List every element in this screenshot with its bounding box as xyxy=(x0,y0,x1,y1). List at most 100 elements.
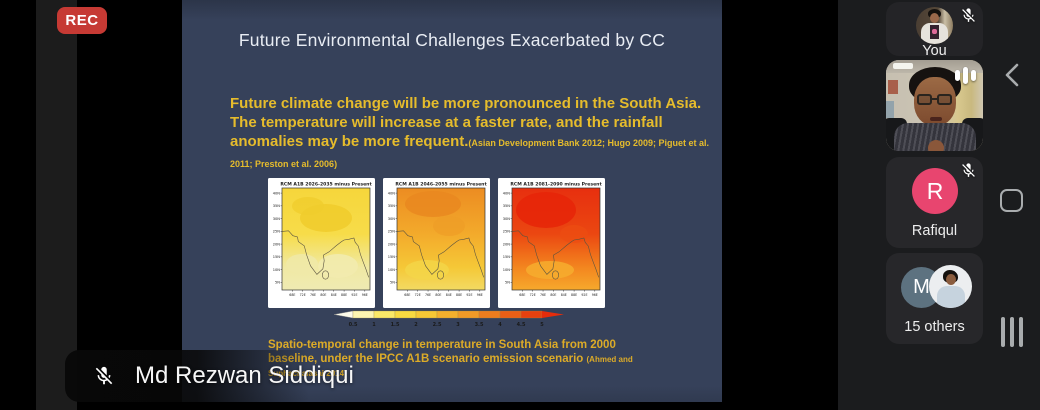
lat-tick: 25N xyxy=(388,230,396,234)
avatar-shirt-graphic xyxy=(932,29,937,34)
avatar-initial: R xyxy=(912,168,958,214)
avatar-face xyxy=(946,274,956,285)
lon-tick: 80E xyxy=(435,293,441,297)
map-title: RCM A1B 2081-2090 minus Present xyxy=(510,182,602,188)
lon-tick: 92E xyxy=(581,293,587,297)
caption-line-1: Spatio-temporal change in temperature in… xyxy=(268,339,616,351)
lat-tick: 25N xyxy=(273,230,281,234)
slide-body-main: Future climate change will be more prono… xyxy=(230,95,702,150)
colorbar-tick: 3.5 xyxy=(475,322,484,328)
lon-tick: 88E xyxy=(341,293,347,297)
colorbar-tick: 0.5 xyxy=(349,322,358,328)
climate-map-0: RCM A1B 2026-2035 minus Present 40N 35N 30N… xyxy=(268,178,375,308)
lat-tick: 30N xyxy=(273,217,281,221)
slide-body-text: Future climate change will be more prono… xyxy=(230,94,716,174)
lat-tick: 15N xyxy=(273,255,281,259)
colorbar-tick: 2.5 xyxy=(433,322,442,328)
recording-badge: REC xyxy=(57,7,107,34)
coastline xyxy=(512,230,599,278)
lat-tick: 15N xyxy=(503,255,511,259)
lon-tick: 88E xyxy=(571,293,577,297)
nav-back-button[interactable] xyxy=(1001,61,1025,89)
mic-off-icon xyxy=(962,163,975,177)
lat-tick: 5N xyxy=(505,281,510,285)
lat-tick: 10N xyxy=(503,268,511,272)
lat-tick: 40N xyxy=(503,191,511,195)
person-glasses xyxy=(917,94,932,105)
lon-tick: 96E xyxy=(362,293,368,297)
lat-tick: 35N xyxy=(388,204,396,208)
lon-tick: 72E xyxy=(415,293,421,297)
lat-tick: 40N xyxy=(273,191,281,195)
screen-share-region: Future Environmental Challenges Exacerba… xyxy=(77,0,838,410)
map-title: RCM A1B 2046-2055 minus Present xyxy=(395,182,487,188)
map-title: RCM A1B 2026-2035 minus Present xyxy=(280,182,372,188)
lat-tick: 15N xyxy=(388,255,396,259)
lon-tick: 76E xyxy=(310,293,316,297)
climate-maps-row: RCM A1B 2026-2035 minus Present 40N 35N 30N… xyxy=(268,178,605,308)
participant-tile-others[interactable]: M 15 others xyxy=(886,253,983,344)
video-wall-frame xyxy=(886,101,894,118)
caption-citation-1: (Ahmed and xyxy=(586,355,633,364)
lon-tick: 96E xyxy=(592,293,598,297)
avatar-face xyxy=(930,13,939,23)
lon-tick: 72E xyxy=(300,293,306,297)
colorbar-tick: 3 xyxy=(456,322,460,328)
nav-home-button[interactable] xyxy=(1000,189,1023,212)
lat-tick: 5N xyxy=(390,281,395,285)
lat-tick: 20N xyxy=(503,242,511,246)
lon-tick: 68E xyxy=(289,293,295,297)
lon-tick: 84E xyxy=(331,293,337,297)
mic-off-icon xyxy=(95,366,113,385)
nav-recents-button[interactable] xyxy=(1001,317,1023,347)
lon-tick: 92E xyxy=(351,293,357,297)
left-edge-strip xyxy=(36,0,77,410)
lon-tick: 84E xyxy=(561,293,567,297)
participant-tile-rafiqul[interactable]: R Rafiqul xyxy=(886,157,983,248)
climate-figure: RCM A1B 2026-2035 minus Present 40N 35N 30N… xyxy=(268,178,605,334)
lat-tick: 30N xyxy=(503,217,511,221)
person-hand xyxy=(928,140,944,151)
lat-tick: 30N xyxy=(388,217,396,221)
climate-map-1: RCM A1B 2046-2055 minus Present 40N 35N 30N… xyxy=(383,178,490,308)
colorbar-tick: 5 xyxy=(540,322,544,328)
speaker-name: Md Rezwan Siddiqui xyxy=(135,362,354,389)
lon-tick: 68E xyxy=(519,293,525,297)
lon-tick: 76E xyxy=(425,293,431,297)
participant-tile-active-speaker[interactable] xyxy=(886,60,983,151)
figure-colorbar: 0.5 1 1.5 2 2.5 3 3.5 4 4.5 5 xyxy=(268,308,605,337)
video-ceiling-light xyxy=(893,63,913,69)
lon-tick: 80E xyxy=(550,293,556,297)
lat-tick: 20N xyxy=(273,242,281,246)
participant-label: 15 others xyxy=(904,319,965,335)
lat-tick: 20N xyxy=(388,242,396,246)
lat-tick: 10N xyxy=(388,268,396,272)
person-glasses xyxy=(937,94,952,105)
colorbar-tick: 4 xyxy=(498,322,502,328)
colorbar-tick: 4.5 xyxy=(517,322,526,328)
lat-tick: 25N xyxy=(503,230,511,234)
person-glasses-bridge xyxy=(931,98,938,100)
participant-tile-you[interactable]: You xyxy=(886,2,983,56)
lat-tick: 35N xyxy=(273,204,281,208)
lon-tick: 92E xyxy=(466,293,472,297)
lon-tick: 68E xyxy=(404,293,410,297)
speaking-indicator-icon xyxy=(955,67,976,84)
coastline xyxy=(282,230,369,278)
lon-tick: 96E xyxy=(477,293,483,297)
presentation-slide: Future Environmental Challenges Exacerba… xyxy=(182,0,722,402)
coastline xyxy=(397,230,484,278)
lon-tick: 76E xyxy=(540,293,546,297)
avatar-shirt xyxy=(937,286,965,308)
slide-body-citation: (Asian Development Bank 2012; Hugo 2009;… xyxy=(230,138,709,169)
lat-tick: 5N xyxy=(275,281,280,285)
colorbar-tick: 1.5 xyxy=(391,322,400,328)
participant-label: Rafiqul xyxy=(911,223,958,239)
colorbar-tick: 2 xyxy=(414,322,418,328)
lat-tick: 10N xyxy=(273,268,281,272)
lon-tick: 80E xyxy=(320,293,326,297)
colorbar: 0.5 1 1.5 2 2.5 3 3.5 4 4.5 5 xyxy=(333,310,564,328)
person-mouth xyxy=(930,117,942,121)
lat-tick: 35N xyxy=(503,204,511,208)
